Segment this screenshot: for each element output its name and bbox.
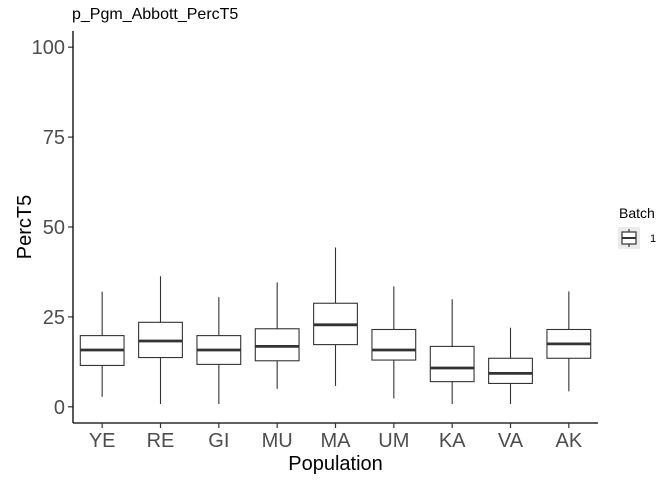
boxes [79, 247, 592, 404]
box-ak [546, 291, 592, 392]
legend-title: Batch [619, 205, 655, 221]
box-iqr [488, 357, 533, 384]
plot-area: 0 25 50 75 100 YE RE GI MU MA UM KA VA AK [32, 31, 598, 452]
box-um [371, 286, 417, 399]
x-axis-ticks: YE RE GI MU MA UM KA VA AK [89, 423, 583, 452]
box-ye [79, 291, 125, 397]
x-tick-label: MU [262, 430, 293, 452]
x-tick-label: KA [439, 430, 466, 452]
box-mu [254, 282, 300, 389]
legend-label: 1 [650, 233, 656, 245]
x-tick-label: YE [89, 430, 116, 452]
y-tick-label: 100 [32, 37, 65, 59]
box-gi [196, 297, 242, 404]
legend: Batch 1 [618, 205, 656, 249]
box-ma [313, 247, 358, 386]
chart-title: p_Pgm_Abbott_PercT5 [72, 6, 238, 23]
box-iqr [429, 345, 475, 383]
box-re [138, 276, 183, 404]
box-iqr [371, 328, 417, 361]
y-axis-title: PercT5 [14, 195, 36, 259]
y-axis-ticks: 0 25 50 75 100 [32, 37, 73, 419]
box-ka [429, 299, 475, 404]
x-tick-label: GI [208, 430, 229, 452]
box-va [488, 327, 533, 404]
x-axis-title: Population [288, 453, 383, 475]
x-tick-label: UM [378, 430, 409, 452]
y-tick-label: 75 [43, 127, 65, 149]
x-tick-label: VA [498, 430, 524, 452]
y-tick-label: 50 [43, 217, 65, 239]
x-tick-label: AK [555, 430, 582, 452]
box-iqr [254, 328, 300, 362]
y-tick-label: 0 [54, 397, 65, 419]
x-tick-label: MA [321, 430, 352, 452]
x-tick-label: RE [147, 430, 175, 452]
legend-key [618, 227, 640, 249]
y-tick-label: 25 [43, 307, 65, 329]
